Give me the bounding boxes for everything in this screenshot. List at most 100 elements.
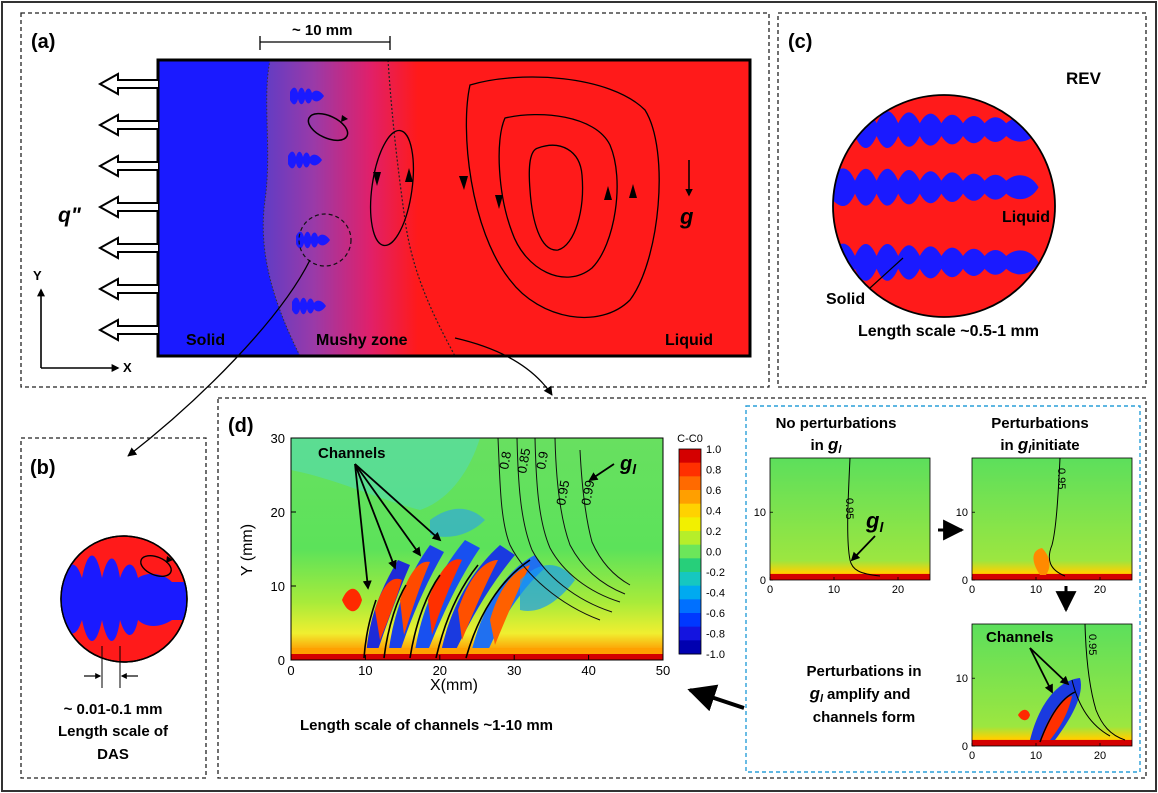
- inset3-contour-1: [1084, 623, 1126, 741]
- solid-label: Solid: [186, 332, 225, 349]
- colorbar-tick-label: 0.8: [706, 465, 721, 477]
- panel-a-frame: [20, 12, 770, 388]
- solid-region: [158, 60, 300, 356]
- inset3-channels-pointer-1: [1029, 647, 1053, 694]
- inset-y-tick-label: 10: [754, 507, 766, 519]
- main-x-axis-label: X(mm): [430, 677, 478, 694]
- colorbar-tick-label: -0.6: [706, 608, 725, 620]
- bottom-enriched-layer-red: [291, 654, 663, 660]
- rev-label: REV: [1066, 69, 1102, 88]
- inset-title1-line1: No perturbations: [776, 415, 897, 432]
- flow-arrow-4: [629, 184, 637, 198]
- inset-title1-line2: in gl: [811, 435, 843, 456]
- colorbar-title: C-C0: [677, 433, 703, 445]
- colorbar-swatch: [679, 599, 701, 614]
- rev-solid-pointer: [869, 257, 904, 289]
- flow-loop-middle: [498, 113, 618, 278]
- mushy-zone-label: Mushy zone: [316, 332, 408, 349]
- gravity-label: g: [679, 204, 694, 229]
- colorbar-swatch: [679, 585, 701, 600]
- main-y-tick-label: 0: [278, 653, 285, 668]
- main-y-tick-label: 20: [271, 505, 285, 520]
- inset-title1-sub: l: [838, 444, 842, 456]
- inset1-ticks: 0 10 20 0 10: [754, 507, 904, 596]
- inset-frame: [745, 405, 1141, 773]
- connector-a-to-b: [127, 259, 311, 457]
- inset-caption-line3: channels form: [813, 709, 916, 726]
- inset-title2-line1: Perturbations: [991, 415, 1089, 432]
- inset2-perturbation: [1033, 548, 1050, 575]
- main-x-tick-label: 30: [507, 663, 521, 678]
- liquid-label: Liquid: [665, 332, 713, 349]
- channels-pointers: [354, 463, 442, 590]
- flow-arrow-3: [604, 186, 612, 200]
- contour-label-4: 0.95: [553, 479, 572, 507]
- gl-label: gl: [619, 453, 637, 477]
- colorbar-swatch: [679, 490, 701, 505]
- inset-x-tick-label: 20: [1094, 584, 1106, 596]
- inset1-gl-label: gl: [865, 508, 884, 535]
- main-x-ticks: 0 10 20 30 40 50: [287, 655, 670, 678]
- contour-label-5: 0.99: [578, 479, 597, 507]
- inset3-channel-core: [1040, 696, 1072, 740]
- inset2-bottom-layer: [972, 574, 1132, 580]
- inset-y-tick-label: 0: [760, 575, 766, 587]
- inset-title1-g: g: [827, 435, 839, 454]
- main-x-tick-label: 10: [358, 663, 372, 678]
- colorbar-swatch: [679, 517, 701, 532]
- das-scale-value: ~ 0.01-0.1 mm: [64, 701, 163, 718]
- micro-flow-arrow: [341, 115, 348, 122]
- colorbar-tick-label: 0.6: [706, 485, 721, 497]
- inset-x-tick-label: 20: [892, 584, 904, 596]
- colorbar-tick-label: 1.0: [706, 444, 721, 456]
- gl-contours: [497, 437, 631, 621]
- solidus-line: [262, 59, 301, 357]
- panel-b-frame: [20, 437, 207, 779]
- flow-arrow-2: [495, 195, 503, 209]
- flow-loop-outer: [465, 76, 660, 319]
- main-x-tick-label: 50: [656, 663, 670, 678]
- rev-caption: Length scale ~0.5-1 mm: [858, 323, 1039, 340]
- inset3-bottom-layer: [972, 740, 1132, 746]
- inset1-gl-sub: l: [879, 519, 884, 535]
- inset-x-tick-label: 0: [969, 584, 975, 596]
- panel-a-label: (a): [31, 31, 55, 53]
- inset-title2-g: g: [1017, 435, 1029, 454]
- panel-d-frame: [217, 397, 1147, 779]
- rev-liquid-label: Liquid: [1002, 209, 1050, 226]
- gl-pointer: [588, 463, 615, 481]
- inset-y-tick-label: 0: [962, 741, 968, 753]
- colorbar-swatch: [679, 613, 701, 628]
- gl-label-g: g: [619, 453, 632, 475]
- colorbar-swatch: [679, 503, 701, 518]
- y-axis-label: Y: [33, 268, 42, 283]
- main-x-tick-label: 0: [287, 663, 294, 678]
- main-contour-plot: 0.8 0.85 0.9 0.95 0.99 Channels gl: [290, 437, 664, 661]
- inset1-bottom-layer: [770, 574, 930, 580]
- inset3-contour-2: [1071, 679, 1111, 737]
- colorbar-swatch: [679, 572, 701, 587]
- inset2-field: [972, 458, 1132, 580]
- inset3-channel-outline: [1039, 691, 1076, 743]
- main-y-ticks: 0 10 20 30: [271, 431, 296, 668]
- colorbar-swatch: [679, 462, 701, 477]
- heat-flux-label: q": [58, 204, 82, 227]
- panel-a: (a) g ~ 10 mm: [20, 12, 770, 457]
- panel-c-label: (c): [788, 31, 812, 53]
- inset1-frame: [769, 457, 931, 581]
- inset2-contour: [1048, 457, 1066, 577]
- inset-x-tick-label: 10: [1030, 750, 1042, 762]
- inset-caption-line1: Perturbations in: [806, 663, 921, 680]
- panel-b: (b) ~ 0.01-0.1 mm Length scale of DAS: [20, 437, 207, 779]
- inset-y-tick-label: 10: [956, 507, 968, 519]
- das-flow-loop: [140, 555, 172, 577]
- plot-frame: [290, 437, 664, 661]
- inset3-channels-label: Channels: [986, 629, 1054, 646]
- inset-title2-in: in: [1000, 437, 1013, 454]
- main-caption: Length scale of channels ~1-10 mm: [300, 717, 553, 734]
- panel-c-frame: [777, 12, 1147, 388]
- inset-y-tick-label: 0: [962, 575, 968, 587]
- upper-depleted-region: [291, 438, 480, 510]
